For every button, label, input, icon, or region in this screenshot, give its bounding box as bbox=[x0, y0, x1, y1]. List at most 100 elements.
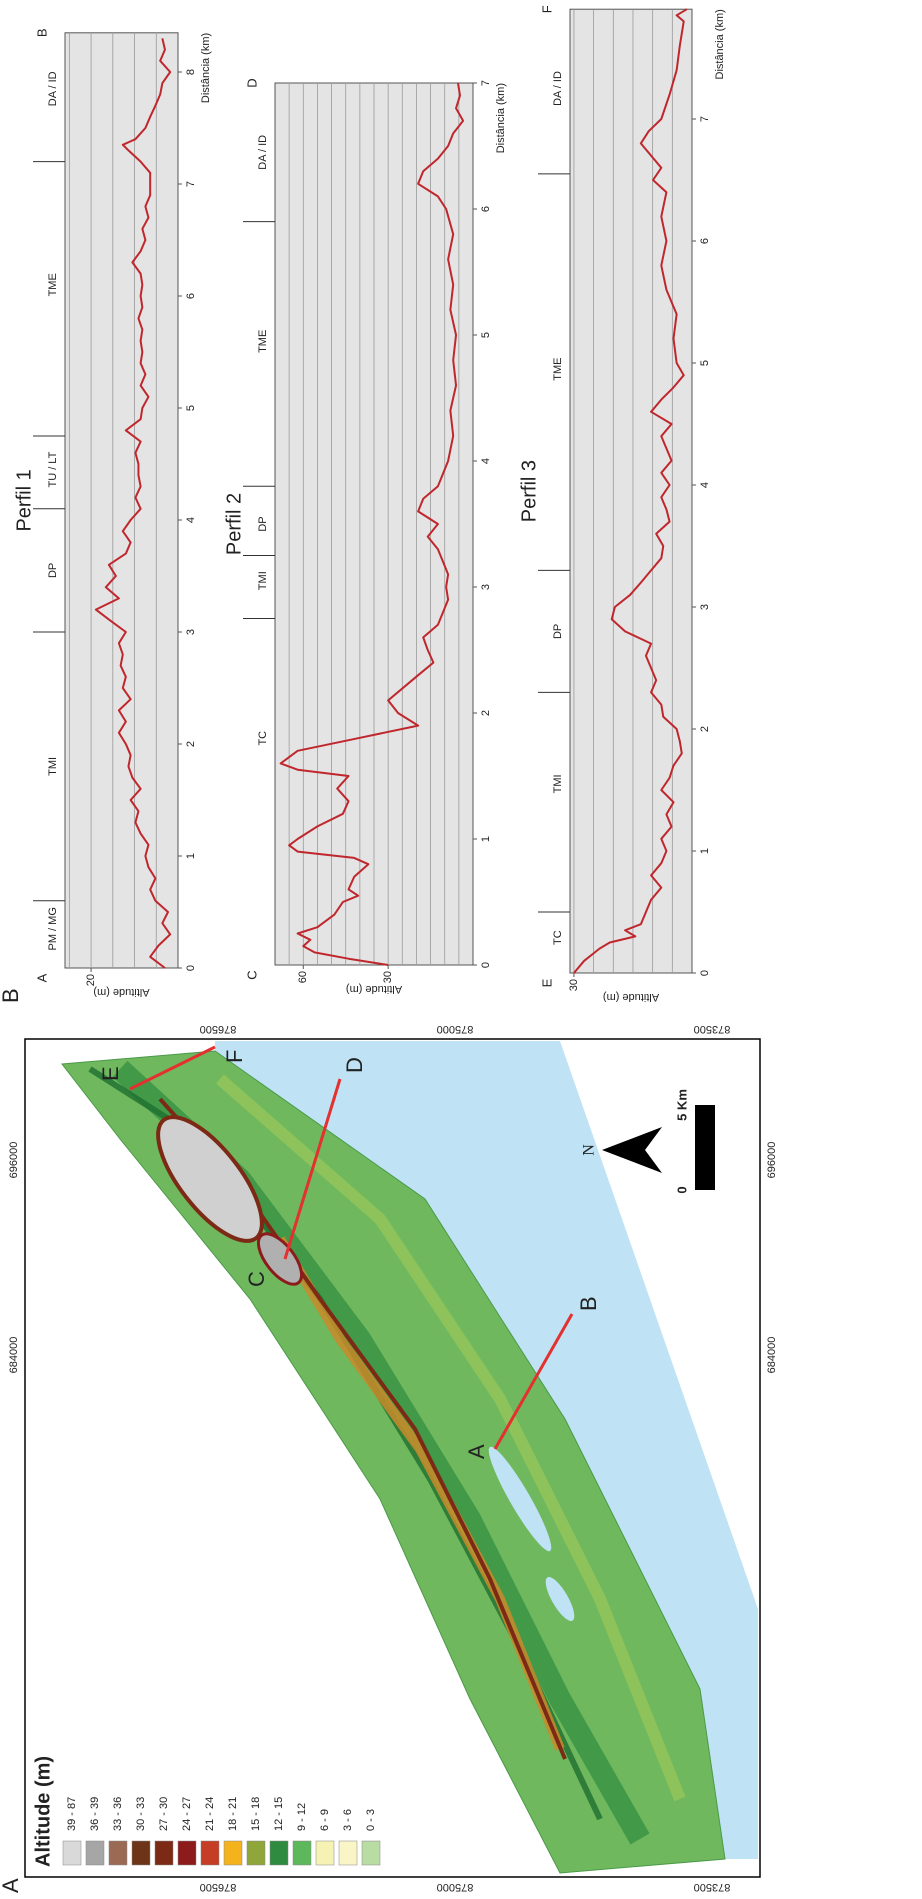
x-tick-label: 4 bbox=[699, 482, 711, 488]
y-tick-label: 30 bbox=[382, 971, 394, 983]
legend-swatch bbox=[177, 1840, 197, 1866]
map-point: F bbox=[222, 1050, 247, 1063]
legend-label: 18 - 21 bbox=[227, 1797, 239, 1831]
legend-label: 21 - 24 bbox=[204, 1797, 216, 1831]
zone-label: DP bbox=[47, 563, 59, 578]
zone-label: DP bbox=[257, 516, 269, 531]
map-y-coord: 876500 bbox=[200, 1023, 237, 1035]
legend-swatch bbox=[223, 1840, 243, 1866]
y-tick-label: 60 bbox=[297, 971, 309, 983]
map-y-coord: 876500 bbox=[200, 1881, 237, 1893]
legend-label: 33 - 36 bbox=[112, 1797, 124, 1831]
y-axis-title: Altitude (m) bbox=[603, 991, 659, 1003]
terrain bbox=[156, 1115, 264, 1243]
lake bbox=[545, 1576, 575, 1622]
x-tick-label: 7 bbox=[480, 80, 492, 86]
legend-label: 3 - 6 bbox=[342, 1809, 354, 1831]
zone-label: TMI bbox=[552, 774, 564, 793]
legend-swatch bbox=[269, 1840, 289, 1866]
y-axis-title: Altitude (m) bbox=[346, 983, 402, 995]
legend-swatch bbox=[338, 1840, 358, 1866]
x-tick-label: 1 bbox=[480, 836, 492, 842]
profile-start: E bbox=[539, 978, 554, 987]
map-x-coord: 684000 bbox=[766, 1337, 778, 1374]
legend-label: 24 - 27 bbox=[181, 1797, 193, 1831]
map-point: E bbox=[98, 1066, 123, 1081]
zone-label: DP bbox=[552, 624, 564, 639]
profile-line bbox=[573, 8, 688, 974]
zone-label: PM / MG bbox=[47, 907, 59, 950]
x-tick-label: 5 bbox=[480, 332, 492, 338]
legend-label: 0 - 3 bbox=[365, 1809, 377, 1831]
map-y-coord: 875000 bbox=[437, 1023, 474, 1035]
north-arrow bbox=[602, 1127, 662, 1173]
legend-swatch bbox=[154, 1840, 174, 1866]
legend-label: 9 - 12 bbox=[296, 1803, 308, 1831]
map-x-coord: 684000 bbox=[8, 1337, 20, 1374]
terrain bbox=[256, 1232, 304, 1286]
x-axis-title: Distância (km) bbox=[495, 83, 507, 153]
legend-swatch bbox=[292, 1840, 312, 1866]
legend-swatch bbox=[62, 1840, 82, 1866]
scale-bar bbox=[695, 1105, 715, 1190]
zone-label: TU / LT bbox=[47, 451, 59, 487]
zone-label: DA / ID bbox=[257, 135, 269, 170]
zone-label: TMI bbox=[47, 757, 59, 776]
scale-label: 0 bbox=[674, 1186, 689, 1193]
map-y-coord: 873500 bbox=[694, 1881, 731, 1893]
zone-label: TME bbox=[552, 357, 564, 380]
x-tick-label: 8 bbox=[185, 69, 197, 75]
y-axis-title: Altitude (m) bbox=[93, 986, 149, 998]
x-tick-label: 5 bbox=[699, 360, 711, 366]
legend-label: 27 - 30 bbox=[158, 1797, 170, 1831]
x-tick-label: 6 bbox=[480, 206, 492, 212]
profile-line bbox=[129, 1045, 216, 1091]
x-tick-label: 2 bbox=[699, 726, 711, 732]
x-tick-label: 1 bbox=[185, 853, 197, 859]
plot-area bbox=[569, 8, 693, 974]
x-tick-label: 6 bbox=[699, 238, 711, 244]
terrain bbox=[216, 1074, 686, 1802]
legend-label: 39 - 87 bbox=[66, 1797, 78, 1831]
x-tick-label: 7 bbox=[185, 181, 197, 187]
legend-swatch bbox=[246, 1840, 266, 1866]
y-tick-label: 30 bbox=[568, 979, 580, 991]
x-tick-label: 6 bbox=[185, 293, 197, 299]
legend-swatch bbox=[85, 1840, 105, 1866]
x-tick-label: 1 bbox=[699, 848, 711, 854]
legend-label: 6 - 9 bbox=[319, 1809, 331, 1831]
profile-start: A bbox=[34, 973, 49, 982]
profile-line bbox=[94, 38, 172, 969]
profile-end: B bbox=[34, 28, 49, 37]
x-axis-title: Distância (km) bbox=[714, 9, 726, 79]
profile-line bbox=[279, 82, 465, 966]
legend-label: 36 - 39 bbox=[89, 1797, 101, 1831]
x-tick-label: 4 bbox=[185, 517, 197, 523]
zone-label: TMI bbox=[257, 571, 269, 590]
chart-title: Perfil 3 bbox=[518, 460, 540, 522]
x-tick-label: 2 bbox=[480, 710, 492, 716]
map: A B C D E F N 0 5 Km bbox=[24, 1038, 761, 1878]
x-tick-label: 3 bbox=[185, 629, 197, 635]
zone-label: DA / ID bbox=[552, 71, 564, 106]
map-point: D bbox=[342, 1057, 367, 1073]
chart-title: Perfil 1 bbox=[13, 469, 35, 531]
legend-swatch bbox=[108, 1840, 128, 1866]
legend-swatch bbox=[315, 1840, 335, 1866]
profile-start: C bbox=[244, 970, 259, 979]
map-point: A bbox=[464, 1444, 489, 1459]
legend-swatch bbox=[361, 1840, 381, 1866]
x-tick-label: 2 bbox=[185, 741, 197, 747]
chart-title: Perfil 2 bbox=[223, 493, 245, 555]
legend-swatch bbox=[200, 1840, 220, 1866]
x-tick-label: 0 bbox=[185, 965, 197, 971]
map-y-coord: 875000 bbox=[437, 1881, 474, 1893]
zone-label: TME bbox=[47, 273, 59, 296]
map-x-coord: 696000 bbox=[766, 1142, 778, 1179]
x-tick-label: 3 bbox=[699, 604, 711, 610]
profile-line bbox=[283, 1078, 342, 1260]
map-y-coord: 873500 bbox=[694, 1023, 731, 1035]
profile-end: D bbox=[244, 78, 259, 87]
legend-swatch bbox=[131, 1840, 151, 1866]
